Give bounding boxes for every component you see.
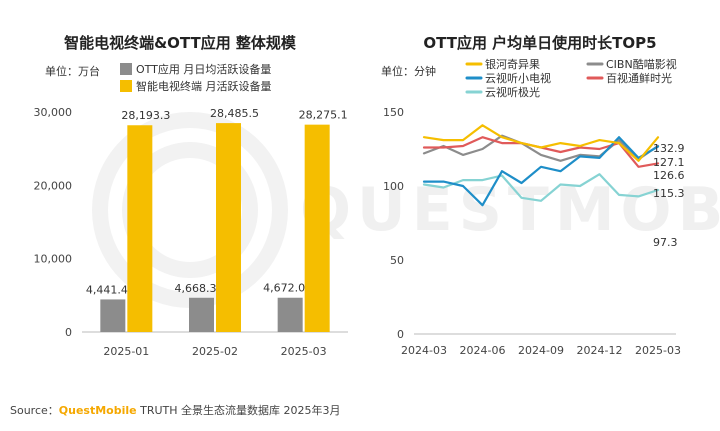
line-chart-axes: 0 50 100 150 2024-03 2024-06 2024-09 2024-12 202… [383, 106, 681, 357]
x-tick-label: 2025-01 [103, 345, 149, 358]
series-line [422, 124, 660, 162]
series-end-label: 126.6 [653, 169, 685, 182]
legend-label: 百视通鲜时光 [606, 71, 672, 85]
x-tick-label: 2024-06 [460, 344, 506, 357]
bar-chart-axes: 0 10,000 20,000 30,000 2025-01 2025-02 2025-03 [34, 106, 348, 358]
bar-ott-daily-active [189, 297, 214, 332]
line-chart-unit: 单位：分钟 [381, 64, 436, 78]
legend-swatch [120, 63, 132, 75]
x-tick-label: 2025-03 [635, 344, 681, 357]
watermark-text: QUESTMOBILE [300, 175, 720, 245]
bar-value-label: 28,485.5 [210, 107, 259, 120]
y-tick-label: 150 [383, 106, 404, 119]
bar-value-label: 4,668.3 [175, 282, 217, 295]
legend-swatch [120, 80, 132, 92]
y-tick-label: 100 [383, 180, 404, 193]
line-chart-title: OTT应用 户均单日使用时长TOP5 [423, 34, 656, 52]
legend-label: 云视听小电视 [485, 71, 551, 85]
y-tick-label: 0 [65, 326, 72, 339]
x-tick-label: 2024-09 [518, 344, 564, 357]
series-line [422, 136, 660, 207]
legend-label: OTT应用 月日均活跃设备量 [136, 62, 271, 76]
legend-label: CIBN酷喵影视 [606, 57, 677, 71]
bar-value-label: 28,193.3 [121, 109, 170, 122]
bar-tv-monthly-active [127, 125, 153, 332]
bar-chart-panel: 智能电视终端&OTT应用 整体规模 单位：万台 OTT应用 月日均活跃设备量智能… [34, 34, 348, 358]
y-tick-label: 10,000 [34, 253, 73, 266]
series-end-label: 127.1 [653, 156, 685, 169]
legend-label: 云视听极光 [485, 85, 540, 99]
y-tick-label: 30,000 [34, 106, 73, 119]
series-line [422, 134, 660, 162]
y-tick-label: 50 [390, 254, 404, 267]
line-chart-panel: OTT应用 户均单日使用时长TOP5 单位：分钟 银河奇异果 CIBN酷喵影视云视… [381, 34, 685, 357]
bar-chart-unit: 单位：万台 [45, 64, 100, 78]
x-tick-label: 2024-03 [401, 344, 447, 357]
bar-ott-daily-active [277, 297, 303, 332]
source-rest: TRUTH 全景生态流量数据库 2025年3月 [136, 404, 341, 417]
bar-chart-title: 智能电视终端&OTT应用 整体规模 [64, 34, 297, 52]
series-end-label: 97.3 [653, 236, 678, 249]
x-tick-label: 2024-12 [577, 344, 623, 357]
bar-tv-monthly-active [304, 124, 330, 333]
y-tick-label: 0 [397, 328, 404, 341]
y-tick-label: 20,000 [34, 179, 73, 192]
series-line [422, 173, 660, 202]
x-tick-label: 2025-03 [281, 345, 327, 358]
series-end-label: 115.3 [653, 187, 685, 200]
legend-label: 智能电视终端 月活跃设备量 [136, 79, 272, 93]
source-brand: QuestMobile [58, 404, 137, 417]
series-end-label: 132.9 [653, 142, 685, 155]
source-prefix: Source： [10, 404, 59, 417]
x-tick-label: 2025-02 [192, 345, 238, 358]
bar-ott-daily-active [100, 299, 126, 332]
bar-tv-monthly-active [216, 123, 241, 333]
bar-value-label: 4,672.0 [263, 282, 305, 295]
bar-value-label: 4,441.4 [86, 283, 128, 296]
bar-value-label: 28,275.1 [299, 109, 348, 122]
source-note: Source：QuestMobile TRUTH 全景生态流量数据库 2025年… [10, 402, 341, 418]
bar-chart-bars: 4,441.4 28,193.3 4,668.3 28,485.5 4,672.0 28,… [86, 107, 348, 333]
legend-label: 银河奇异果 [485, 57, 540, 71]
